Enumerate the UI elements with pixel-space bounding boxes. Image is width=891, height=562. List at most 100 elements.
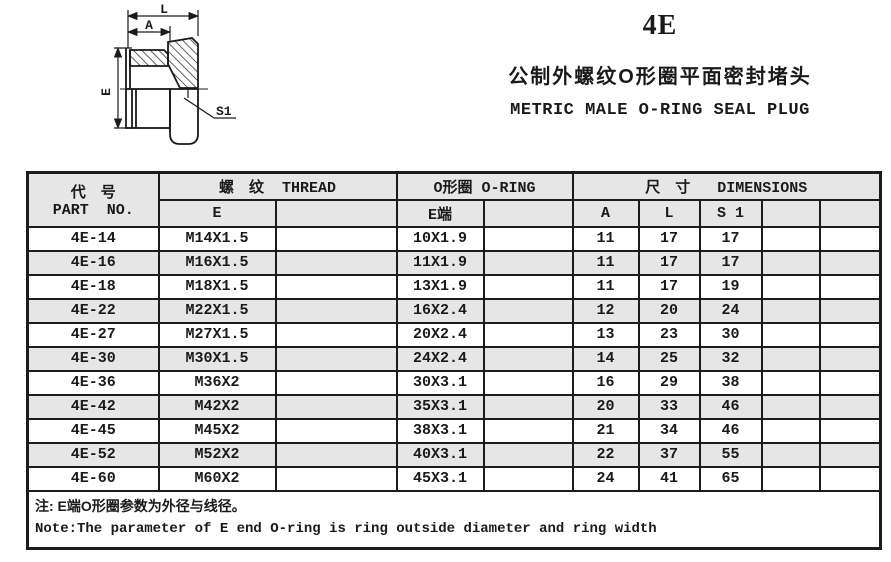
cell-oring-blank bbox=[482, 273, 574, 300]
table-row: 4E-52 M52X2 40X3.1 22 37 55 bbox=[26, 441, 882, 468]
header-dimensions-group: 尺 寸 DIMENSIONS bbox=[571, 171, 882, 201]
cell-blank-1 bbox=[760, 321, 821, 348]
cell-dim-a: 24 bbox=[571, 465, 640, 492]
table-row: 4E-42 M42X2 35X3.1 20 33 46 bbox=[26, 393, 882, 420]
cell-thread-blank bbox=[274, 465, 398, 492]
table-row: 4E-36 M36X2 30X3.1 16 29 38 bbox=[26, 369, 882, 396]
table-row: 4E-60 M60X2 45X3.1 24 41 65 bbox=[26, 465, 882, 492]
header-oring-blank bbox=[482, 198, 574, 228]
cell-dim-a: 12 bbox=[571, 297, 640, 324]
cell-thread-e: M30X1.5 bbox=[157, 345, 277, 372]
cell-thread-blank bbox=[274, 345, 398, 372]
cell-thread-e: M60X2 bbox=[157, 465, 277, 492]
cell-part-no: 4E-52 bbox=[26, 441, 160, 468]
table-row: 4E-27 M27X1.5 20X2.4 13 23 30 bbox=[26, 321, 882, 348]
table-row: 4E-16 M16X1.5 11X1.9 11 17 17 bbox=[26, 249, 882, 276]
cell-blank-1 bbox=[760, 369, 821, 396]
cell-blank-2 bbox=[818, 393, 882, 420]
cell-blank-1 bbox=[760, 417, 821, 444]
cell-blank-1 bbox=[760, 393, 821, 420]
spec-table: 代 号 PART NO. 螺 纹 THREAD O形圈 O-RING 尺 寸 DI… bbox=[26, 171, 883, 550]
cell-oring-e-end: 16X2.4 bbox=[395, 297, 485, 324]
cell-oring-e-end: 10X1.9 bbox=[395, 225, 485, 252]
cell-dim-l: 33 bbox=[637, 393, 701, 420]
cell-dim-a: 11 bbox=[571, 225, 640, 252]
external-view bbox=[125, 88, 199, 145]
cell-blank-2 bbox=[818, 417, 882, 444]
table-row: 4E-14 M14X1.5 10X1.9 11 17 17 bbox=[26, 225, 882, 252]
cell-oring-e-end: 45X3.1 bbox=[395, 465, 485, 492]
cell-dim-s1: 38 bbox=[698, 369, 763, 396]
header-thread-blank bbox=[274, 198, 398, 228]
cell-oring-e-end: 35X3.1 bbox=[395, 393, 485, 420]
dim-label-e: E bbox=[99, 88, 114, 96]
table-row: 4E-30 M30X1.5 24X2.4 14 25 32 bbox=[26, 345, 882, 372]
cell-blank-2 bbox=[818, 273, 882, 300]
cell-blank-1 bbox=[760, 273, 821, 300]
dim-label-l: L bbox=[160, 2, 168, 17]
cell-part-no: 4E-14 bbox=[26, 225, 160, 252]
cell-blank-1 bbox=[760, 465, 821, 492]
cell-oring-e-end: 13X1.9 bbox=[395, 273, 485, 300]
cell-blank-2 bbox=[818, 321, 882, 348]
cell-thread-e: M45X2 bbox=[157, 417, 277, 444]
cell-thread-blank bbox=[274, 321, 398, 348]
cell-thread-blank bbox=[274, 249, 398, 276]
cell-oring-e-end: 40X3.1 bbox=[395, 441, 485, 468]
cell-part-no: 4E-60 bbox=[26, 465, 160, 492]
cell-thread-e: M42X2 bbox=[157, 393, 277, 420]
cell-oring-e-end: 38X3.1 bbox=[395, 417, 485, 444]
cell-dim-a: 22 bbox=[571, 441, 640, 468]
cell-thread-blank bbox=[274, 225, 398, 252]
cell-part-no: 4E-22 bbox=[26, 297, 160, 324]
cell-part-no: 4E-45 bbox=[26, 417, 160, 444]
cell-dim-s1: 55 bbox=[698, 441, 763, 468]
cell-dim-s1: 19 bbox=[698, 273, 763, 300]
table-row: 4E-45 M45X2 38X3.1 21 34 46 bbox=[26, 417, 882, 444]
header-part-no: 代 号 PART NO. bbox=[26, 171, 160, 228]
cell-blank-1 bbox=[760, 441, 821, 468]
cell-thread-e: M22X1.5 bbox=[157, 297, 277, 324]
technical-drawing: L A E S1 bbox=[99, 2, 236, 145]
cell-blank-2 bbox=[818, 345, 882, 372]
table-head: 代 号 PART NO. 螺 纹 THREAD O形圈 O-RING 尺 寸 DI… bbox=[26, 171, 882, 228]
cross-section bbox=[125, 37, 199, 89]
header-oring-group: O形圈 O-RING bbox=[395, 171, 574, 201]
cell-dim-s1: 46 bbox=[698, 393, 763, 420]
cell-dim-l: 17 bbox=[637, 225, 701, 252]
cell-dim-a: 11 bbox=[571, 249, 640, 276]
header-dim-s1: S 1 bbox=[698, 198, 763, 228]
dim-label-a: A bbox=[145, 18, 153, 33]
cell-thread-e: M27X1.5 bbox=[157, 321, 277, 348]
dimension-a bbox=[126, 26, 172, 42]
cell-dim-l: 17 bbox=[637, 273, 701, 300]
table-body: 4E-14 M14X1.5 10X1.9 11 17 17 4E-16 M16X… bbox=[26, 225, 882, 492]
cell-blank-1 bbox=[760, 225, 821, 252]
cell-oring-e-end: 24X2.4 bbox=[395, 345, 485, 372]
cell-blank-2 bbox=[818, 369, 882, 396]
cell-oring-blank bbox=[482, 393, 574, 420]
cell-dim-l: 20 bbox=[637, 297, 701, 324]
table-row: 4E-22 M22X1.5 16X2.4 12 20 24 bbox=[26, 297, 882, 324]
header-dim-blank-2 bbox=[818, 198, 882, 228]
cell-blank-1 bbox=[760, 249, 821, 276]
cell-thread-blank bbox=[274, 417, 398, 444]
title-block: 4E 公制外螺纹O形圈平面密封堵头 METRIC MALE O-RING SEA… bbox=[450, 10, 870, 120]
cell-dim-s1: 32 bbox=[698, 345, 763, 372]
cell-dim-l: 17 bbox=[637, 249, 701, 276]
cell-oring-blank bbox=[482, 345, 574, 372]
product-title-chinese: 公制外螺纹O形圈平面密封堵头 bbox=[508, 66, 812, 88]
cell-dim-l: 29 bbox=[637, 369, 701, 396]
note-chinese: 注: E端O形圈参数为外径与线径。 bbox=[35, 497, 246, 514]
cell-thread-blank bbox=[274, 441, 398, 468]
header-part-no-en: PART NO. bbox=[52, 201, 134, 219]
cell-dim-s1: 24 bbox=[698, 297, 763, 324]
cell-dim-s1: 30 bbox=[698, 321, 763, 348]
header-dim-l: L bbox=[637, 198, 701, 228]
cell-oring-blank bbox=[482, 297, 574, 324]
dimension-s1 bbox=[183, 97, 236, 119]
cell-oring-blank bbox=[482, 249, 574, 276]
cell-blank-1 bbox=[760, 345, 821, 372]
cell-blank-2 bbox=[818, 225, 882, 252]
cell-dim-a: 16 bbox=[571, 369, 640, 396]
